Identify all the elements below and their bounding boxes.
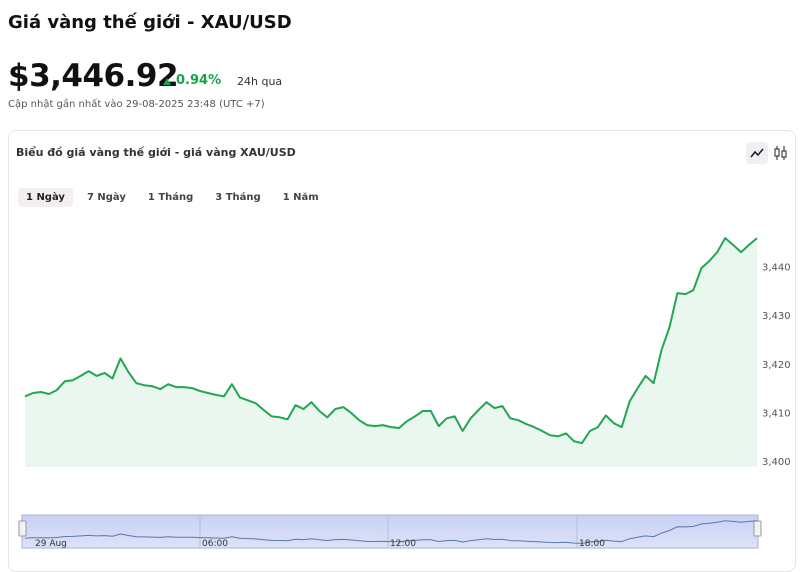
price-area (25, 238, 757, 467)
candle-chart-button[interactable] (770, 142, 792, 164)
change-period: 24h qua (237, 75, 283, 88)
navigator-label: 29 Aug (35, 539, 67, 549)
navigator-label: 06:00 (202, 539, 228, 549)
change-percent: 0.94% (176, 73, 222, 88)
navigator[interactable] (21, 514, 759, 549)
nav-handle-right[interactable] (753, 520, 762, 537)
y-tick-label: 3,440 (762, 262, 791, 273)
navigator-line (24, 520, 758, 544)
y-tick-label: 3,400 (762, 457, 791, 468)
price-line (24, 237, 758, 445)
range-tab[interactable]: 7 Ngày (86, 192, 126, 203)
updated-time: Cập nhật gần nhất vào 29-08-2025 23:48 (… (8, 99, 265, 110)
y-tick-label: 3,430 (762, 311, 791, 322)
card-title: Biểu đồ giá vàng thế giới - giá vàng XAU… (16, 146, 296, 159)
navigator-label: 12:00 (390, 539, 416, 549)
y-tick-label: 3,410 (762, 408, 791, 419)
chart: 3,400 3,410 3,420 3,430 3,440 29 Aug 06:00 12:0… (18, 237, 791, 549)
page: {"header": {"title": "Giá vàng thế giới … (8, 12, 796, 572)
navigator-label: 18:00 (579, 539, 605, 549)
range-tab[interactable]: 1 Tháng (147, 192, 194, 203)
range-tab[interactable]: 1 Ngày (18, 188, 73, 207)
page-title: Giá vàng thế giới - XAU/USD (8, 12, 292, 33)
y-tick-label: 3,420 (762, 360, 791, 371)
line-chart-button[interactable] (746, 142, 768, 164)
range-tab[interactable]: 3 Tháng (215, 192, 261, 203)
up-arrow (163, 78, 171, 85)
nav-handle-left[interactable] (18, 520, 27, 537)
range-tab[interactable]: 1 Năm (282, 192, 319, 203)
range-tabs: 1 Ngày 7 Ngày 1 Tháng 3 Tháng 1 Năm (18, 188, 327, 207)
price: $3,446.92 (8, 58, 179, 94)
